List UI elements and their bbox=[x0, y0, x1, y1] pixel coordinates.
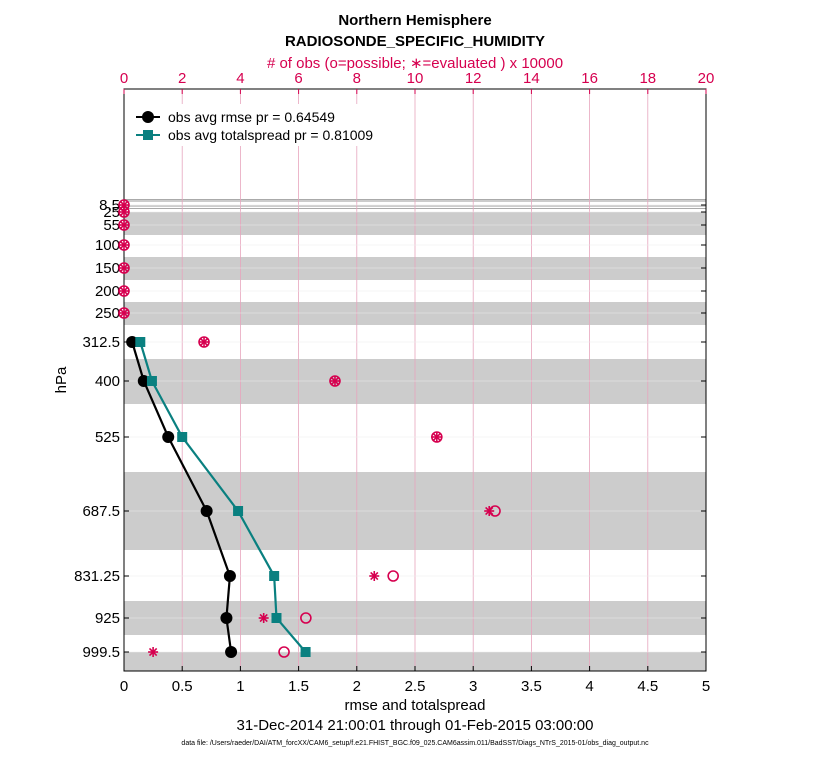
top-tick-label: 10 bbox=[407, 70, 424, 87]
rmse-point bbox=[223, 570, 236, 582]
x-tick-label: 4.5 bbox=[637, 678, 658, 695]
obs-evaluated-marker bbox=[119, 220, 129, 230]
obs-evaluated-marker bbox=[148, 647, 159, 657]
x-tick-label: 2.5 bbox=[405, 678, 426, 695]
obs-evaluated-marker bbox=[119, 207, 129, 217]
obs-evaluated-marker bbox=[119, 263, 129, 273]
series-lines bbox=[126, 336, 311, 658]
spread-point bbox=[135, 337, 146, 347]
top-tick-label: 0 bbox=[120, 70, 128, 87]
obs-evaluated-marker bbox=[199, 337, 210, 347]
rmse-point bbox=[137, 375, 150, 387]
obs-possible-marker bbox=[300, 612, 312, 624]
obs-evaluated-marker bbox=[484, 506, 495, 516]
obs-possible-marker bbox=[278, 646, 290, 658]
y-tick-label: 400 bbox=[95, 373, 120, 390]
x-tick-label: 0.5 bbox=[172, 678, 193, 695]
y-axis-label: hPa bbox=[53, 366, 70, 393]
obs-evaluated-marker bbox=[119, 286, 129, 296]
axis-ticks: 0 0.5 1 1.5 2 2.5 3 3.5 4 4.5 5 0 2 4 6 8 10 12 14 16 18 20 8.… bbox=[74, 70, 714, 695]
spread-point bbox=[177, 432, 188, 442]
top-tick-label: 16 bbox=[581, 70, 598, 87]
y-tick-label: 312.5 bbox=[82, 334, 120, 351]
y-tick-label: 925 bbox=[95, 610, 120, 627]
obs-evaluated-marker bbox=[119, 240, 129, 250]
legend-rmse-marker bbox=[142, 111, 154, 123]
x-tick-label: 3.5 bbox=[521, 678, 542, 695]
rmse-point bbox=[200, 505, 213, 517]
legend-spread-marker bbox=[143, 130, 153, 140]
y-tick-label: 200 bbox=[95, 283, 120, 300]
star-stroke bbox=[432, 432, 441, 442]
star-stroke bbox=[119, 207, 129, 217]
obs-evaluated-marker bbox=[431, 432, 442, 442]
x-tick-label: 2 bbox=[353, 678, 361, 695]
data-file-footer: data file: /Users/raeder/DAI/ATM_forcXX/… bbox=[181, 740, 649, 747]
top-tick-label: 4 bbox=[236, 70, 244, 87]
spread-point bbox=[146, 376, 157, 386]
star-stroke bbox=[119, 240, 129, 250]
y-tick-label: 687.5 bbox=[82, 503, 120, 520]
spread-point bbox=[271, 613, 282, 623]
top-tick-label: 14 bbox=[523, 70, 540, 87]
star-stroke bbox=[119, 263, 129, 273]
chart-title: Northern Hemisphere bbox=[338, 12, 491, 29]
top-tick-label: 12 bbox=[465, 70, 482, 87]
legend: obs avg rmse pr = 0.64549 obs avg totals… bbox=[130, 104, 386, 146]
top-tick-label: 18 bbox=[639, 70, 656, 87]
star-stroke bbox=[485, 506, 494, 516]
y-tick-label: 525 bbox=[95, 429, 120, 446]
y-tick-label: 150 bbox=[95, 260, 120, 277]
x-tick-label: 4 bbox=[585, 678, 593, 695]
x-tick-label: 1 bbox=[236, 678, 244, 695]
rmse-point bbox=[162, 431, 175, 443]
x-tick-label: 0 bbox=[120, 678, 128, 695]
date-range: 31-Dec-2014 21:00:01 through 01-Feb-2015… bbox=[237, 717, 594, 734]
grid-lines bbox=[124, 89, 706, 671]
rmse-point bbox=[126, 336, 139, 348]
star-stroke bbox=[119, 220, 129, 230]
x-axis-label: rmse and totalspread bbox=[345, 697, 486, 714]
rmse-point bbox=[220, 612, 233, 624]
y-tick-label: 25 bbox=[103, 204, 120, 221]
top-tick-label: 8 bbox=[353, 70, 361, 87]
spread-point bbox=[233, 506, 244, 516]
y-tick-label: 55 bbox=[103, 217, 120, 234]
obs-count-markers bbox=[118, 199, 501, 658]
obs-possible-marker bbox=[387, 570, 399, 582]
legend-box bbox=[130, 104, 386, 146]
top-tick-label: 20 bbox=[698, 70, 715, 87]
y-tick-label: 250 bbox=[95, 305, 120, 322]
top-axis-label: # of obs (o=possible; ∗=evaluated ) x 10… bbox=[267, 55, 563, 72]
obs-evaluated-marker bbox=[369, 571, 380, 581]
y-tick-label: 100 bbox=[95, 237, 120, 254]
star-stroke bbox=[119, 286, 129, 296]
star-stroke bbox=[199, 337, 209, 347]
legend-spread-label: obs avg totalspread pr = 0.81009 bbox=[168, 127, 373, 143]
star-stroke bbox=[370, 571, 379, 581]
top-tick-label: 6 bbox=[294, 70, 302, 87]
obs-evaluated-marker bbox=[119, 308, 129, 318]
spread-point bbox=[269, 571, 280, 581]
rmse-point bbox=[225, 646, 238, 658]
star-stroke bbox=[148, 647, 158, 657]
chart-subtitle: RADIOSONDE_SPECIFIC_HUMIDITY bbox=[285, 33, 545, 50]
obs-evaluated-marker bbox=[329, 376, 340, 386]
y-tick-label: 8.5 bbox=[99, 197, 120, 214]
legend-rmse-label: obs avg rmse pr = 0.64549 bbox=[168, 109, 335, 125]
x-tick-label: 3 bbox=[469, 678, 477, 695]
x-tick-label: 5 bbox=[702, 678, 710, 695]
y-tick-label: 999.5 bbox=[82, 644, 120, 661]
star-stroke bbox=[259, 613, 268, 623]
y-tick-label: 831.25 bbox=[74, 568, 120, 585]
spread-point bbox=[300, 647, 311, 657]
star-stroke bbox=[330, 376, 340, 386]
obs-evaluated-marker bbox=[258, 613, 269, 623]
top-tick-label: 2 bbox=[178, 70, 186, 87]
x-tick-label: 1.5 bbox=[288, 678, 309, 695]
star-stroke bbox=[119, 308, 129, 318]
